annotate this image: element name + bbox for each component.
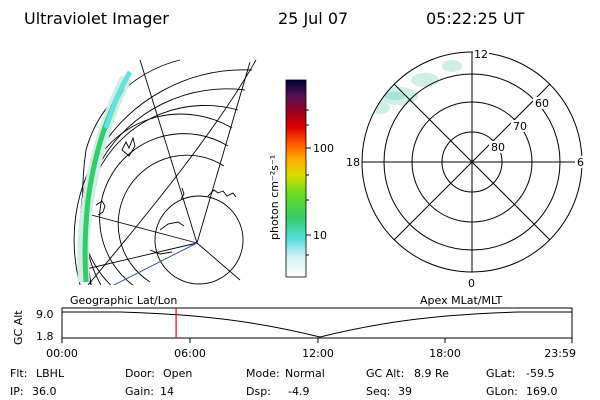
- timeline-xtick-12: 12:00: [302, 347, 334, 360]
- timeline-xtick-18: 18:00: [429, 347, 461, 360]
- geographic-map: [73, 59, 257, 285]
- status-gcalt-value: 8.9 Re: [414, 367, 449, 380]
- status-mode-key: Mode:: [246, 367, 280, 380]
- timeline-xtick-2359: 23:59: [544, 347, 576, 360]
- status-glat-value: -59.5: [526, 367, 554, 380]
- geographic-label: Geographic Lat/Lon: [70, 294, 177, 307]
- polar-plot: 12 18 6 0 60 70 80: [343, 48, 585, 290]
- altitude-curve: [62, 311, 572, 338]
- status-dsp-value: -4.9: [288, 385, 309, 398]
- time-label: 05:22:25 UT: [426, 9, 525, 28]
- status-seq-value: 39: [398, 385, 412, 398]
- status-glon-value: 169.0: [526, 385, 558, 398]
- status-gain-value: 14: [160, 385, 174, 398]
- status-gain-key: Gain:: [125, 385, 154, 398]
- status-ip-key: IP:: [10, 385, 24, 398]
- apex-label: Apex MLat/MLT: [420, 294, 503, 307]
- colorbar-tick-100: 100: [313, 142, 334, 155]
- mlat-70: 70: [513, 120, 527, 133]
- timeline-axis-label: GC Alt: [12, 310, 25, 345]
- status-flt-key: Flt:: [10, 367, 27, 380]
- date-label: 25 Jul 07: [278, 9, 348, 28]
- polar-aurora: [385, 92, 405, 100]
- mlt-12: 12: [474, 48, 488, 61]
- mlt-6: 6: [577, 156, 584, 169]
- status-mode-value: Normal: [285, 367, 325, 380]
- mlat-60: 60: [535, 97, 549, 110]
- timeline-ytick-9: 9.0: [36, 308, 54, 321]
- timeline-ytick-1.8: 1.8: [36, 330, 54, 343]
- timeline-xtick-6: 06:00: [174, 347, 206, 360]
- timeline-xtick-0: 00:00: [46, 347, 78, 360]
- status-seq-key: Seq:: [366, 385, 390, 398]
- mlt-0: 0: [468, 277, 475, 290]
- colorbar-label: photon cm⁻²s⁻¹: [268, 155, 281, 240]
- mlat-80: 80: [491, 141, 505, 154]
- status-dsp-key: Dsp:: [246, 385, 271, 398]
- colorbar-tick-10: 10: [313, 229, 327, 242]
- altitude-timeline: GC Alt 9.0 1.8 00:00 06:00 12:00 18:00 2…: [12, 307, 576, 360]
- status-glat-key: GLat:: [486, 367, 515, 380]
- status-door-value: Open: [163, 367, 192, 380]
- mlt-18: 18: [346, 156, 360, 169]
- status-gcalt-key: GC Alt:: [366, 367, 404, 380]
- status-glon-key: GLon:: [486, 385, 518, 398]
- colorbar: 100 10 photon cm⁻²s⁻¹: [268, 79, 334, 278]
- status-panel: Flt: LBHL Door: Open Mode: Normal GC Alt…: [10, 367, 558, 398]
- status-flt-value: LBHL: [36, 367, 65, 380]
- app-title: Ultraviolet Imager: [24, 9, 169, 28]
- status-door-key: Door:: [125, 367, 155, 380]
- status-ip-value: 36.0: [32, 385, 57, 398]
